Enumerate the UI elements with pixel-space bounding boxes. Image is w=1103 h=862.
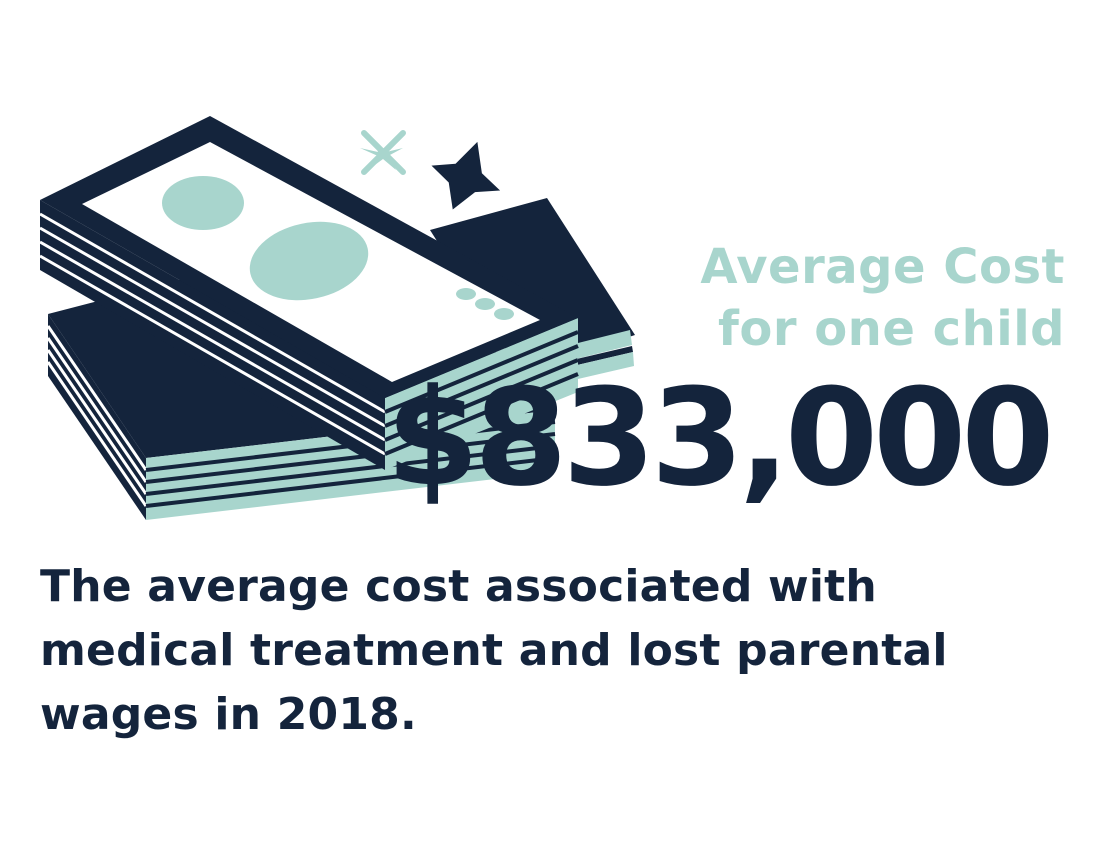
sparkle-large-icon [431,141,501,210]
description-line-2: medical treatment and lost parental [40,625,948,676]
label-line-2: for one child [717,301,1065,357]
average-cost-label: Average Cost for one child [645,236,1065,360]
cost-amount: $833,000 [386,360,1055,516]
description-text: The average cost associated with medical… [40,555,1040,747]
description-line-1: The average cost associated with [40,561,877,612]
sparkle-small-icon [360,130,406,175]
description-line-3: wages in 2018. [40,689,417,740]
label-line-1: Average Cost [700,239,1065,295]
top-stack [39,116,579,470]
